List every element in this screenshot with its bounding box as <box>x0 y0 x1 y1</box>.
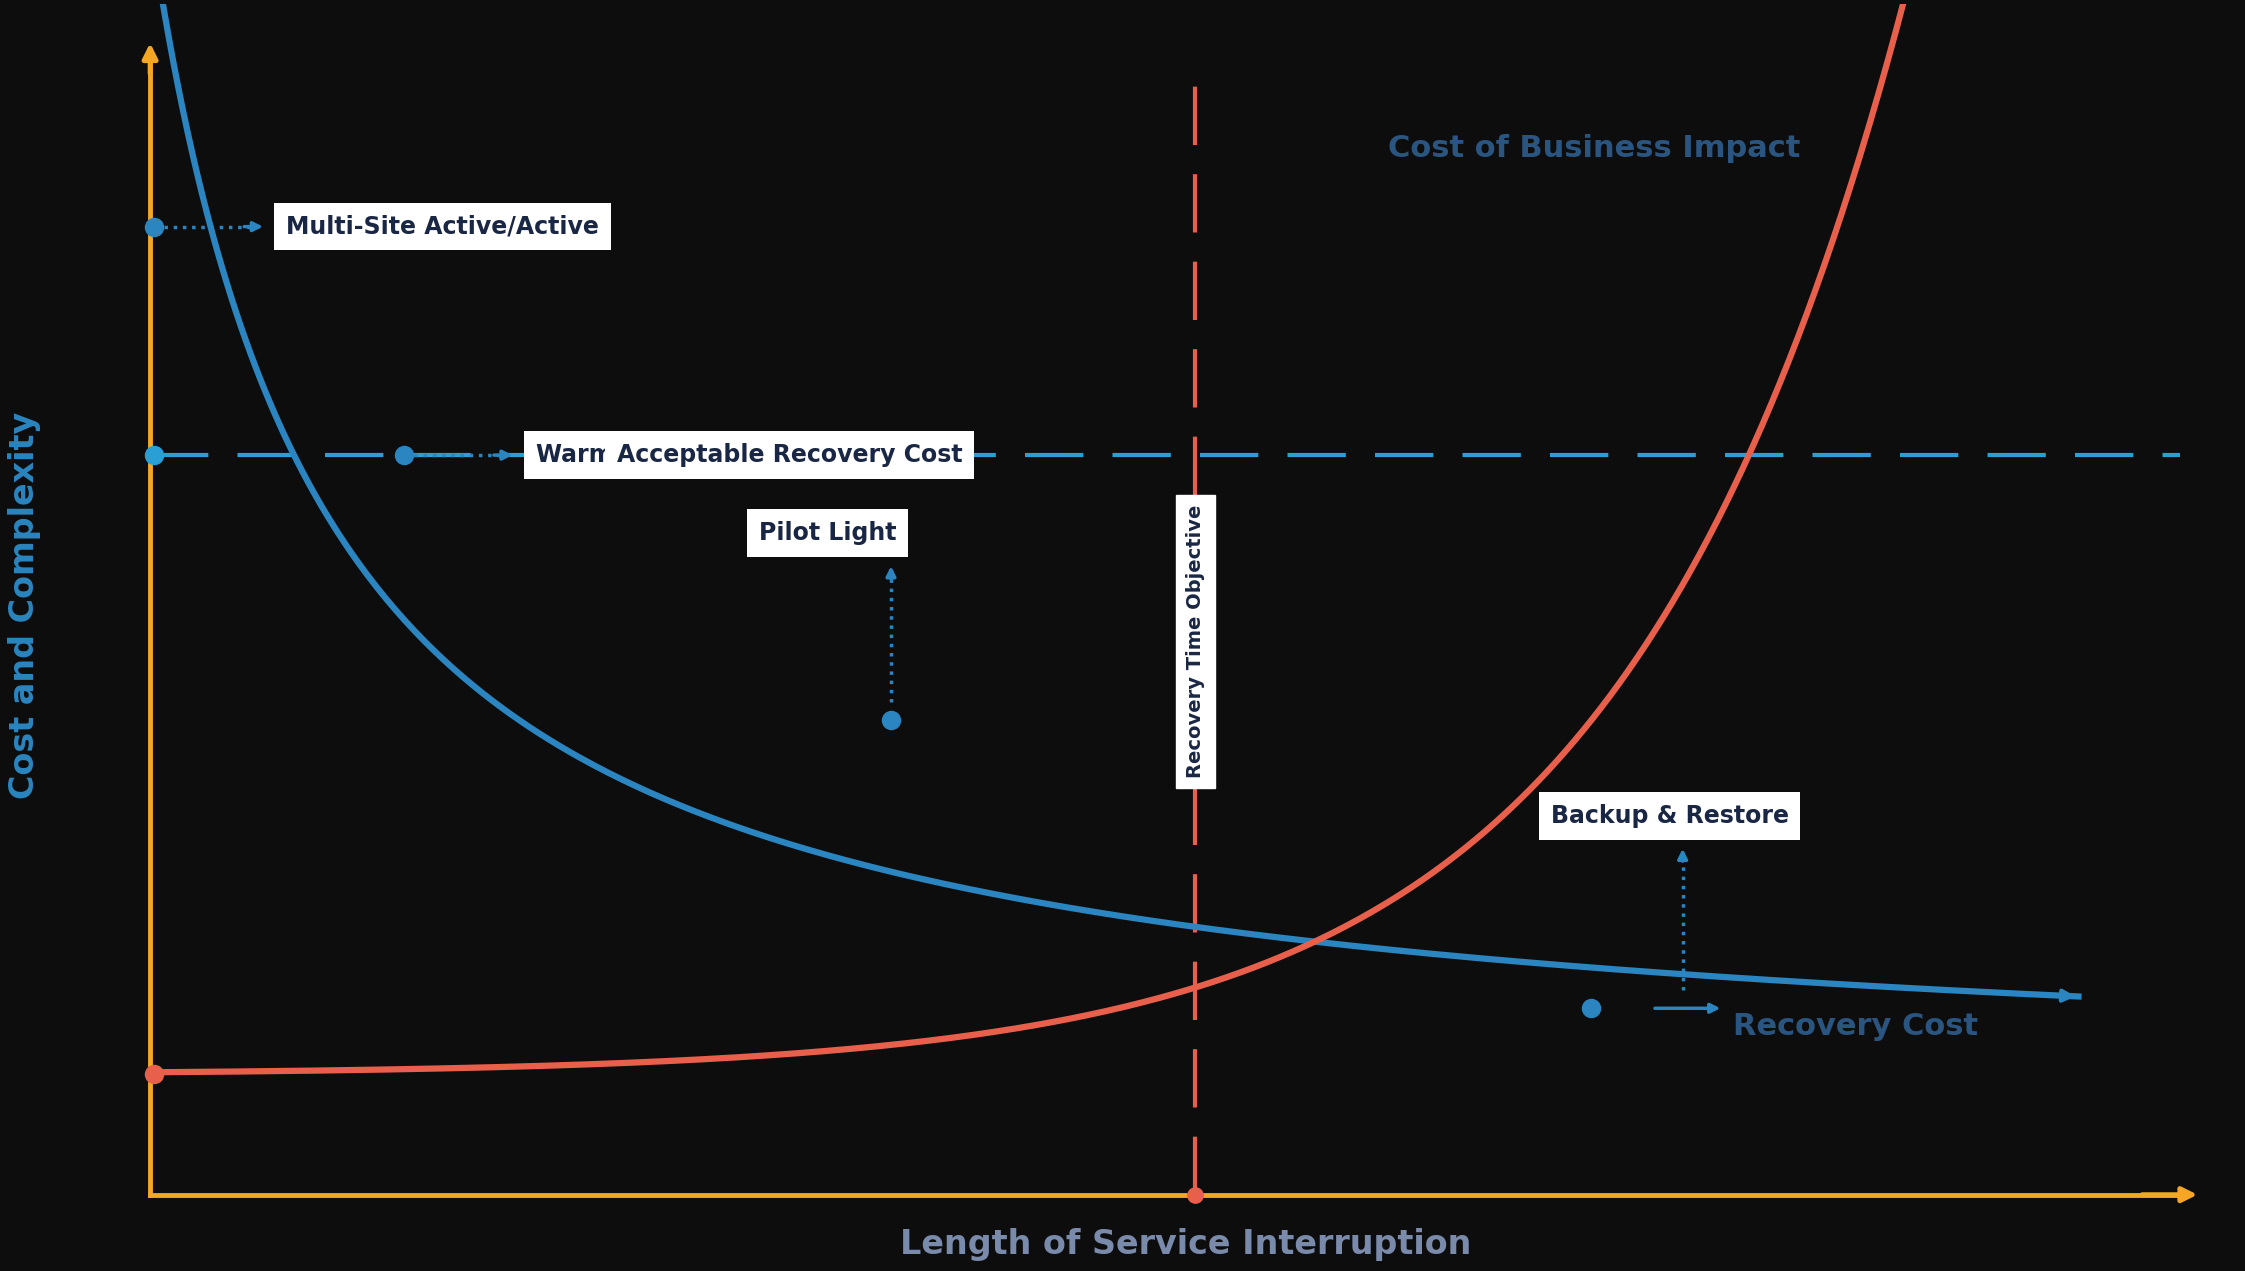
Text: Multi-Site Active/Active: Multi-Site Active/Active <box>285 215 599 239</box>
Text: Recovery Time Objective: Recovery Time Objective <box>1185 505 1206 778</box>
Text: Backup & Restore: Backup & Restore <box>1551 803 1789 827</box>
Text: Acceptable Recovery Cost: Acceptable Recovery Cost <box>617 444 963 468</box>
Text: Recovery Cost: Recovery Cost <box>1733 1012 1978 1041</box>
Text: Cost of Business Impact: Cost of Business Impact <box>1387 133 1800 163</box>
Text: Pilot Light: Pilot Light <box>759 521 896 545</box>
Text: Cost and Complexity: Cost and Complexity <box>7 412 40 799</box>
Text: Length of Service Interruption: Length of Service Interruption <box>900 1228 1470 1261</box>
Text: Warm Standby: Warm Standby <box>537 444 732 468</box>
